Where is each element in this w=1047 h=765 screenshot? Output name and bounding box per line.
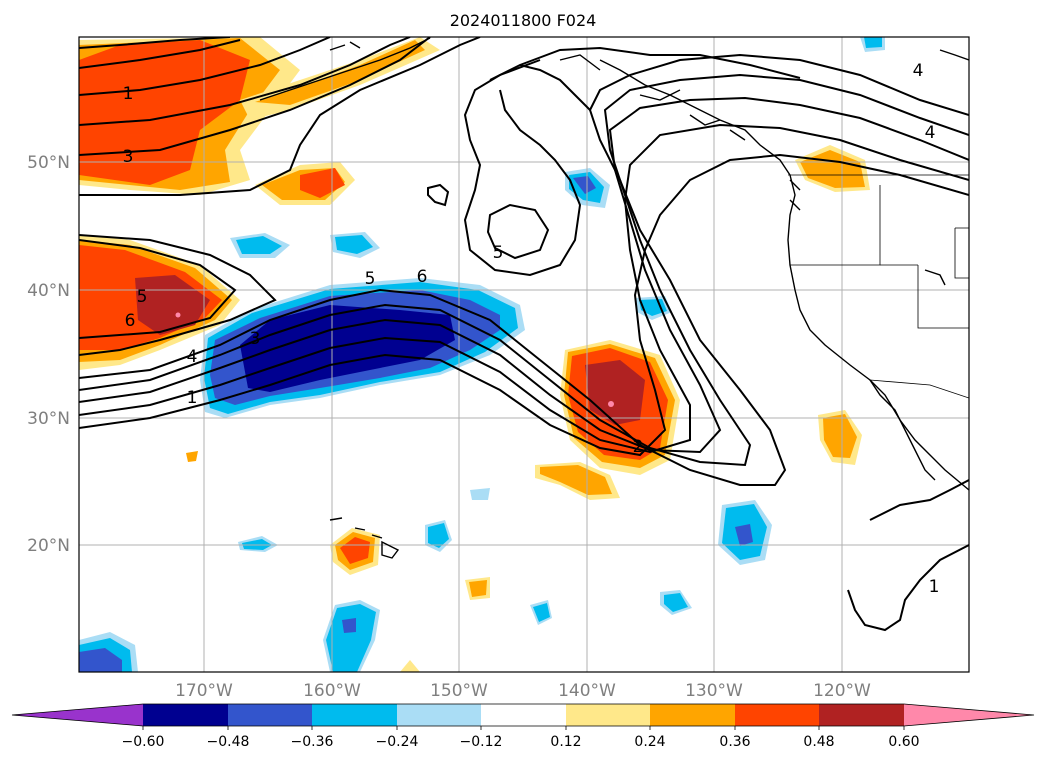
longitude-labels: 170°W 160°W 150°W 140°W 130°W 120°W [175,681,871,701]
colorbar-segment [819,704,904,726]
lon-label-120w: 120°W [813,681,871,701]
contour-label: 4 [187,347,198,367]
contour-label: 4 [925,123,936,143]
contour-label: 6 [125,311,136,331]
lat-label-50n: 50°N [27,153,70,173]
colorbar-tick-label: −0.12 [460,734,503,750]
colorbar: −0.60 −0.48 −0.36 −0.24 −0.12 0.12 0.24 0.36 0.4… [11,703,1035,750]
contour-label: 4 [913,61,924,81]
colorbar-segment [566,704,650,726]
contour-label: 3 [250,329,261,349]
contour-label: 1 [187,388,198,408]
colorbar-segment [397,704,481,726]
contour-label: 6 [417,267,428,287]
contour-lines [79,37,969,632]
contour-label: 3 [123,147,134,167]
lon-label-140w: 140°W [558,681,616,701]
contour-label: 5 [493,243,504,263]
contour-label: 2 [633,437,644,457]
colorbar-segment [143,704,228,726]
lon-label-170w: 170°W [175,681,233,701]
lon-label-130w: 130°W [685,681,743,701]
lon-label-160w: 160°W [303,681,361,701]
contour-label: 1 [123,84,134,104]
map-frame [78,36,970,673]
colorbar-segment [481,704,566,726]
colorbar-segment [650,704,735,726]
colorbar-segment [228,704,312,726]
colorbar-segment [12,704,143,726]
colorbar-tick-label: 0.12 [550,734,581,750]
colorbar-tick-label: 0.48 [803,734,834,750]
colorbar-tick-label: 0.60 [888,734,919,750]
map-grid [79,37,969,672]
colorbar-tick-label: −0.36 [291,734,334,750]
lon-label-150w: 150°W [430,681,488,701]
map-title: 2024011800 F024 [450,11,597,30]
colorbar-tick-label: −0.60 [122,734,165,750]
contour-label: 1 [929,577,940,597]
lat-label-40n: 40°N [27,281,70,301]
colorbar-segment [904,704,1034,726]
lat-label-30n: 30°N [27,409,70,429]
colorbar-tick-label: −0.48 [207,734,250,750]
coastlines [259,37,969,559]
colorbar-tick-label: 0.24 [634,734,665,750]
map-area: 1 3 5 6 4 3 1 5 6 5 2 4 4 1 [79,37,969,672]
latitude-labels: 50°N 40°N 30°N 20°N [27,153,70,556]
colorbar-tick-label: 0.36 [719,734,750,750]
colorbar-segment [735,704,819,726]
colorbar-tick-label: −0.24 [376,734,419,750]
lat-label-20n: 20°N [27,536,70,556]
colorbar-segment [312,704,397,726]
contour-label: 5 [137,287,148,307]
contour-labels: 1 3 5 6 4 3 1 5 6 5 2 4 4 1 [123,61,940,597]
contour-label: 5 [365,269,376,289]
